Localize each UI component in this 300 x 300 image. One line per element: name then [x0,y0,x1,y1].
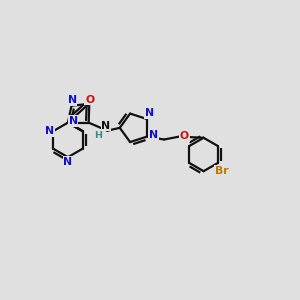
Text: Br: Br [214,166,228,176]
Text: N: N [45,126,54,136]
Text: N: N [63,157,73,166]
Text: O: O [85,94,94,105]
Text: N: N [68,95,77,105]
Text: N: N [148,130,158,140]
Text: N: N [68,116,78,126]
Text: H: H [94,131,102,140]
Text: N: N [145,108,154,118]
Text: O: O [180,131,189,141]
Text: N: N [101,121,110,130]
